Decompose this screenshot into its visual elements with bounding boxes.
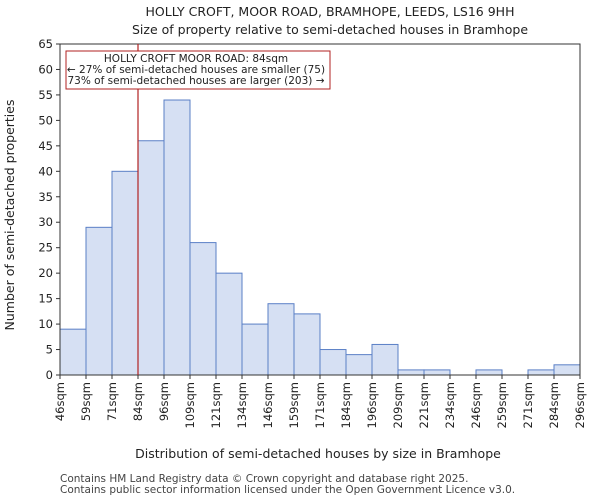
x-tick-label: 296sqm	[573, 382, 587, 428]
histogram-bar	[475, 369, 503, 376]
x-tick-label: 221sqm	[417, 382, 431, 428]
x-tick-label: 84sqm	[131, 382, 145, 421]
histogram-bar	[59, 328, 87, 376]
y-tick-label: 5	[46, 343, 53, 357]
x-tick-label: 196sqm	[365, 382, 379, 428]
x-tick-label: 246sqm	[469, 382, 483, 428]
histogram-bar	[371, 343, 399, 376]
x-tick-label: 171sqm	[313, 382, 327, 428]
x-axis: 46sqm 59sqm 71sqm 84sqm 96sqm 109sqm 121sqm 134…	[53, 375, 587, 428]
x-axis-label: Distribution of semi-detached houses by …	[135, 446, 501, 461]
y-tick-label: 45	[38, 139, 53, 153]
annotation-line-property: HOLLY CROFT MOOR ROAD: 84sqm	[104, 53, 288, 65]
histogram-bar	[85, 226, 113, 376]
footer-licence: Contains public sector information licen…	[60, 484, 516, 496]
histogram-bar	[527, 369, 555, 376]
y-tick-label: 65	[38, 37, 53, 51]
annotation-box: HOLLY CROFT MOOR ROAD: 84sqm ← 27% of se…	[65, 50, 331, 90]
histogram-bar	[241, 323, 269, 376]
y-tick-label: 15	[38, 292, 53, 306]
histogram-bar	[215, 272, 243, 376]
chart-title: HOLLY CROFT, MOOR ROAD, BRAMHOPE, LEEDS,…	[146, 4, 515, 19]
y-tick-label: 0	[46, 368, 53, 382]
plot-frame	[59, 43, 581, 376]
chart-subtitle: Size of property relative to semi-detach…	[132, 22, 528, 37]
x-tick-label: 259sqm	[495, 382, 509, 428]
y-tick-label: 55	[38, 88, 53, 102]
x-tick-label: 159sqm	[287, 382, 301, 428]
bars-group	[59, 99, 581, 376]
y-tick-label: 60	[38, 62, 53, 76]
x-tick-label: 46sqm	[53, 382, 67, 421]
histogram-bar	[137, 140, 165, 376]
x-tick-label: 109sqm	[183, 382, 197, 428]
x-tick-label: 184sqm	[339, 382, 353, 428]
histogram-bar	[423, 369, 451, 376]
y-tick-label: 10	[38, 317, 53, 331]
histogram-bar	[267, 303, 295, 376]
histogram-bar	[111, 170, 139, 376]
annotation-border	[65, 50, 331, 90]
x-tick-label: 234sqm	[443, 382, 457, 428]
x-tick-label: 121sqm	[209, 382, 223, 428]
histogram-bar	[397, 369, 425, 376]
histogram-bar	[189, 242, 217, 376]
histogram-bar	[553, 364, 581, 376]
annotation-line-smaller: ← 27% of semi-detached houses are smalle…	[67, 64, 325, 76]
histogram-bar	[345, 354, 373, 376]
histogram-bar	[319, 349, 347, 376]
x-tick-label: 146sqm	[261, 382, 275, 428]
x-tick-label: 209sqm	[391, 382, 405, 428]
x-tick-label: 134sqm	[235, 382, 249, 428]
footer-copyright: Contains HM Land Registry data © Crown c…	[60, 473, 469, 485]
y-axis-label: Number of semi-detached properties	[2, 100, 17, 331]
x-tick-label: 59sqm	[79, 382, 93, 421]
y-tick-label: 35	[38, 190, 53, 204]
x-tick-label: 271sqm	[521, 382, 535, 428]
y-tick-label: 30	[38, 215, 53, 229]
y-axis: 0 5 10 15 20 25 30 35 40 45 50 55 60 65	[38, 37, 60, 382]
x-tick-label: 284sqm	[547, 382, 561, 428]
y-tick-label: 50	[38, 113, 53, 127]
y-tick-label: 20	[38, 266, 53, 280]
x-tick-label: 96sqm	[157, 382, 171, 421]
annotation-line-larger: 73% of semi-detached houses are larger (…	[68, 75, 325, 87]
x-tick-label: 71sqm	[105, 382, 119, 421]
y-tick-label: 25	[38, 241, 53, 255]
histogram-bar	[163, 99, 191, 376]
y-tick-label: 40	[38, 164, 53, 178]
histogram-bar	[293, 313, 321, 376]
